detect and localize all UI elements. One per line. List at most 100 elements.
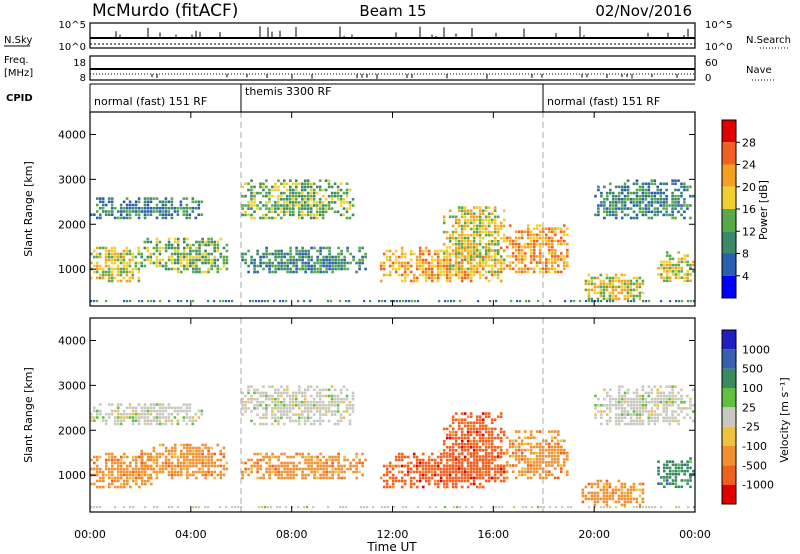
scatter-cell (439, 452, 443, 456)
scatter-cell (612, 204, 615, 207)
scatter-cell (244, 394, 247, 398)
scatter-cell (372, 506, 375, 509)
scatter-cell (244, 261, 247, 265)
scatter-cell (113, 261, 117, 265)
scatter-cell (167, 473, 171, 477)
scatter-cell (107, 279, 111, 283)
scatter-cell (110, 210, 114, 213)
scatter-cell (435, 506, 438, 509)
scatter-cell (340, 267, 343, 271)
scatter-cell (292, 182, 295, 186)
scatter-cell (186, 267, 189, 271)
scatter-cell (451, 267, 455, 271)
scatter-cell (585, 300, 588, 303)
scatter-cell (327, 404, 331, 407)
scatter-cell (457, 458, 461, 462)
scatter-cell (336, 410, 340, 413)
scatter-cell (439, 273, 443, 277)
scatter-cell (481, 267, 485, 271)
scatter-cell (111, 470, 114, 474)
scatter-cell (90, 300, 93, 303)
scatter-cell (532, 255, 536, 258)
scatter-cell (155, 416, 159, 419)
scatter-cell (514, 236, 518, 240)
scatter-cell (158, 416, 162, 419)
scatter-cell (644, 210, 648, 214)
scatter-cell (463, 446, 467, 449)
scatter-cell (283, 264, 286, 268)
scatter-cell (674, 410, 677, 413)
scatter-cell (309, 407, 313, 410)
scatter-cell (484, 442, 488, 446)
scatter-cell (436, 276, 440, 280)
scatter-cell (189, 446, 192, 450)
scatter-cell (660, 273, 663, 276)
scatter-cell (520, 258, 524, 261)
scatter-cell (469, 264, 473, 268)
scatter-cell (674, 179, 677, 182)
colorbar-tick-label: -500 (742, 459, 767, 472)
scatter-cell (316, 467, 319, 471)
scatter-cell (466, 249, 470, 252)
scatter-cell (268, 261, 271, 265)
scatter-cell (484, 458, 488, 461)
scatter-cell (463, 458, 467, 461)
scatter-cell (635, 204, 639, 207)
scatter-cell (345, 404, 349, 407)
scatter-cell (430, 267, 434, 271)
scatter-cell (253, 391, 256, 395)
scatter-cell (439, 470, 443, 474)
scatter-cell (164, 449, 168, 453)
scatter-cell (626, 422, 630, 426)
scatter-cell (501, 506, 504, 509)
scatter-cell (499, 227, 503, 231)
scatter-cell (671, 210, 674, 214)
scatter-band (379, 452, 506, 489)
scatter-cell (309, 416, 313, 420)
scatter-cell (131, 409, 135, 413)
scatter-cell (433, 264, 437, 268)
scatter-cell (514, 242, 518, 246)
scatter-cell (122, 249, 126, 253)
scatter-cell (412, 276, 416, 280)
scatter-cell (490, 467, 494, 470)
scatter-cell (253, 267, 256, 271)
scatter-cell (185, 409, 189, 413)
scatter-cell (532, 445, 536, 449)
scatter-cell (415, 461, 419, 465)
scatter-cell (505, 461, 509, 464)
scatter-cell (590, 279, 594, 283)
scatter-cell (306, 419, 310, 423)
scatter-cell (216, 267, 220, 271)
scatter-cell (105, 473, 108, 477)
scatter-cell (140, 455, 143, 459)
scatter-cell (318, 213, 322, 217)
scatter-cell (283, 201, 286, 204)
power-scatter (90, 179, 696, 303)
scatter-cell (557, 439, 560, 443)
scatter-cell (674, 463, 678, 467)
scatter-cell (132, 473, 135, 477)
scatter-cell (210, 470, 213, 474)
scatter-cell (481, 261, 485, 264)
scatter-cell (460, 258, 464, 262)
scatter-cell (225, 249, 229, 253)
scatter-cell (116, 403, 120, 406)
scatter-cell (315, 191, 319, 195)
scatter-cell (90, 482, 93, 486)
scatter-cell (653, 416, 657, 420)
scatter-cell (590, 288, 594, 292)
scatter-cell (415, 276, 419, 280)
scatter-cell (104, 422, 108, 426)
scatter-cell (256, 207, 259, 210)
scatter-cell (125, 203, 129, 207)
scatter-cell (315, 419, 319, 423)
scatter-cell (663, 266, 666, 270)
scatter-cell (283, 476, 286, 480)
scatter-cell (342, 416, 346, 420)
x-tick-label: 08:00 (276, 528, 308, 541)
scatter-cell (183, 455, 186, 459)
scatter-cell (554, 448, 557, 452)
scatter-cell (487, 479, 491, 483)
scatter-cell (241, 255, 244, 259)
